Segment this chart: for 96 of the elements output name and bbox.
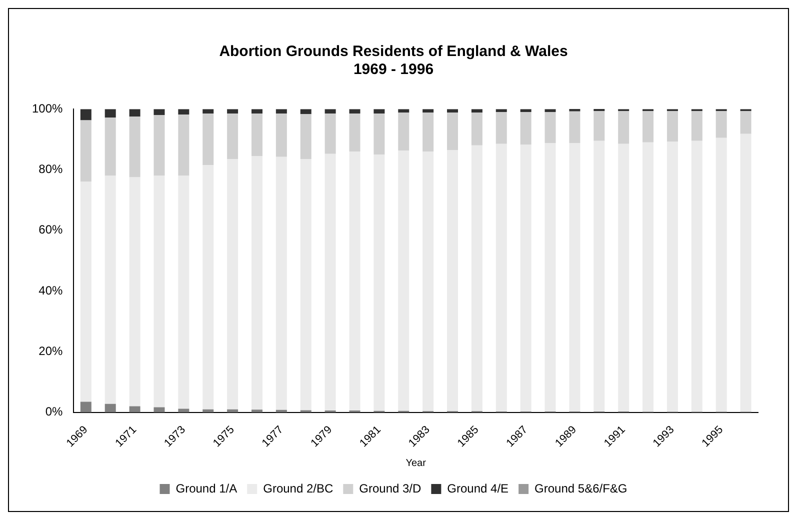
bar: [276, 156, 287, 410]
bar: [227, 159, 238, 410]
bar: [178, 114, 190, 176]
x-axis-title: Year: [406, 458, 427, 469]
bar: [398, 109, 410, 113]
bar: [398, 112, 410, 151]
bar: [569, 142, 580, 412]
bar: [691, 111, 702, 141]
bar: [349, 151, 360, 411]
bar: [276, 109, 287, 114]
bar: [227, 114, 238, 160]
legend-label: Ground 1/A: [176, 481, 238, 496]
bar: [374, 109, 385, 114]
bar: [80, 109, 92, 120]
bar: [227, 109, 238, 114]
bar: [642, 142, 654, 412]
y-tick-label: 0%: [45, 404, 64, 419]
bar: [471, 145, 482, 412]
bar: [129, 109, 140, 117]
bar: [129, 406, 140, 412]
bar: [447, 150, 458, 412]
bar: [544, 109, 556, 112]
bar: [594, 140, 605, 412]
bar: [251, 410, 262, 412]
bar: [740, 134, 752, 412]
bar: [520, 109, 532, 112]
bar: [618, 144, 630, 412]
bar: [178, 176, 190, 409]
bar: [374, 154, 385, 411]
bar: [202, 114, 214, 166]
bar: [324, 154, 336, 411]
bar: [129, 116, 140, 178]
bar: [422, 112, 434, 152]
bar: [374, 114, 385, 155]
bar: [154, 176, 165, 408]
bar: [178, 408, 190, 412]
bar: [666, 142, 678, 412]
bar: [496, 144, 507, 412]
bar: [154, 407, 165, 412]
bar: [80, 120, 92, 182]
bar: [154, 115, 165, 176]
chart-title: Abortion Grounds Residents of England & Wales: [219, 43, 568, 60]
bar: [324, 114, 336, 154]
bar: [544, 112, 556, 143]
bar: [80, 182, 92, 402]
bar: [202, 109, 214, 114]
bar: [471, 112, 482, 146]
legend-label: Ground 4/E: [447, 481, 509, 496]
bar: [300, 114, 312, 160]
bar: [300, 159, 312, 410]
bar: [80, 402, 92, 412]
bar: [251, 114, 262, 156]
bar: [251, 156, 262, 410]
bar: [422, 151, 434, 412]
bar: [618, 111, 630, 144]
bar: [129, 177, 140, 406]
bar: [496, 112, 507, 144]
bar: [471, 109, 482, 113]
bar: [202, 165, 214, 410]
bar: [642, 111, 654, 142]
bar: [300, 109, 312, 114]
bar: [276, 114, 287, 157]
bar: [324, 109, 336, 114]
legend-label: Ground 5&6/F&G: [534, 481, 628, 496]
bar: [398, 150, 410, 411]
y-tick-label: 20%: [38, 344, 64, 358]
bar: [447, 109, 458, 113]
bar: [447, 112, 458, 150]
bar: [349, 109, 360, 114]
bar: [594, 111, 605, 141]
bar: [740, 111, 752, 134]
chart-subtitle: 1969 - 1996: [353, 61, 434, 78]
bar: [496, 109, 507, 112]
legend-label: Ground 2/BC: [263, 481, 334, 496]
bar: [178, 109, 190, 114]
y-tick-label: 40%: [38, 283, 64, 298]
bar: [544, 142, 556, 412]
bar: [569, 111, 580, 143]
bar: [349, 114, 360, 152]
bar: [104, 404, 116, 412]
bar: [691, 140, 702, 412]
bar: [716, 138, 727, 412]
bar: [422, 109, 434, 113]
bar: [716, 111, 727, 138]
bar: [251, 109, 262, 114]
bar: [520, 112, 532, 145]
bar: [104, 176, 116, 404]
bar: [104, 109, 116, 118]
bar: [104, 117, 116, 176]
y-tick-label: 80%: [38, 162, 64, 176]
bar: [154, 109, 165, 116]
bar: [520, 144, 532, 412]
bar: [666, 111, 678, 142]
y-tick-label: 100%: [32, 101, 64, 116]
legend-label: Ground 3/D: [359, 481, 422, 496]
y-tick-label: 60%: [38, 222, 64, 237]
